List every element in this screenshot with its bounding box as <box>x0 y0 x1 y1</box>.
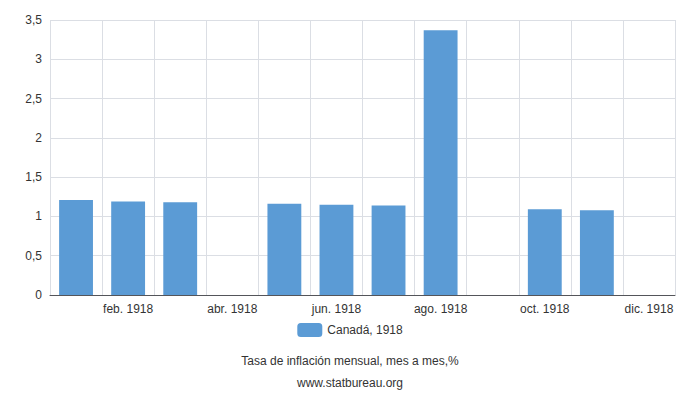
svg-text:Tasa de inflación mensual, mes: Tasa de inflación mensual, mes a mes,% <box>241 354 459 368</box>
svg-text:1,5: 1,5 <box>25 170 42 184</box>
svg-text:1: 1 <box>35 209 42 223</box>
svg-text:abr. 1918: abr. 1918 <box>207 302 257 316</box>
svg-text:0: 0 <box>35 288 42 302</box>
svg-text:www.statbureau.org: www.statbureau.org <box>296 376 403 390</box>
svg-text:0,5: 0,5 <box>25 249 42 263</box>
svg-text:3,5: 3,5 <box>25 13 42 27</box>
svg-text:2,5: 2,5 <box>25 92 42 106</box>
svg-text:ago. 1918: ago. 1918 <box>414 302 468 316</box>
svg-text:dic. 1918: dic. 1918 <box>625 302 674 316</box>
svg-text:2: 2 <box>35 131 42 145</box>
svg-text:jun. 1918: jun. 1918 <box>311 302 362 316</box>
svg-text:feb. 1918: feb. 1918 <box>103 302 153 316</box>
svg-text:oct. 1918: oct. 1918 <box>520 302 570 316</box>
svg-text:3: 3 <box>35 52 42 66</box>
svg-text:Canadá, 1918: Canadá, 1918 <box>327 323 403 337</box>
